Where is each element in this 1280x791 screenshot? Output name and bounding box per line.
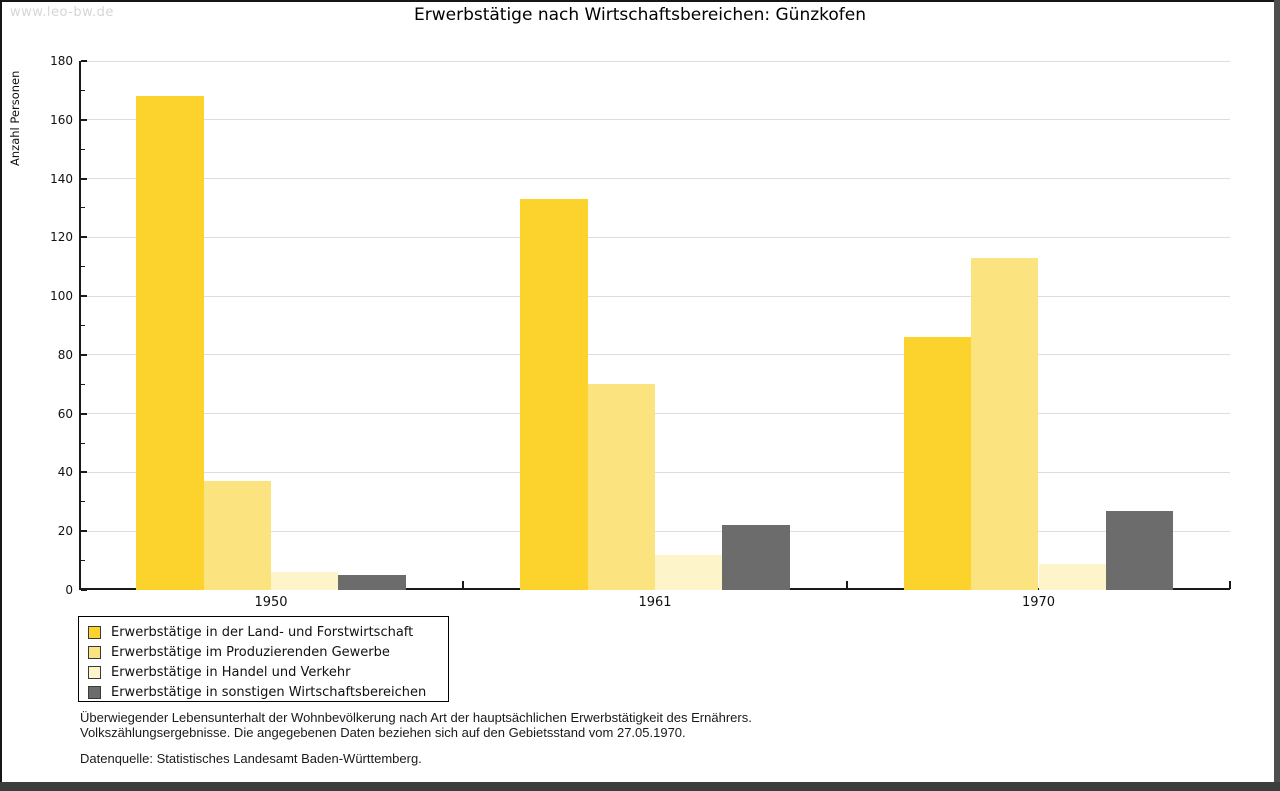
legend-label: Erwerbstätige in Handel und Verkehr: [111, 664, 351, 680]
y-tick-label: 160: [50, 112, 73, 127]
x-axis-label: 1961: [638, 595, 672, 610]
gridline: [81, 530, 1230, 532]
y-minor-tick: [81, 266, 85, 268]
legend-item: Erwerbstätige im Produzierenden Gewerbe: [79, 642, 448, 662]
y-tick-label: 180: [50, 54, 73, 68]
legend-item: Erwerbstätige in der Land- und Forstwirt…: [79, 622, 448, 642]
bar: [971, 257, 1039, 590]
y-tick: [81, 589, 87, 591]
y-minor-tick: [81, 560, 85, 562]
y-minor-tick: [81, 325, 85, 326]
bar: [203, 481, 271, 590]
y-tick-label: 40: [57, 465, 73, 480]
frame-border-left: [0, 0, 2, 791]
frame-border-top: [0, 0, 1280, 2]
legend: Erwerbstätige in der Land- und Forstwirt…: [78, 616, 449, 702]
frame-border-bottom: [0, 782, 1280, 791]
gridline: [81, 471, 1230, 473]
gridline: [81, 178, 1230, 180]
legend-label: Erwerbstätige in sonstigen Wirtschaftsbe…: [111, 684, 427, 700]
y-tick: [81, 530, 87, 533]
y-minor-tick: [81, 383, 85, 385]
y-minor-tick: [81, 207, 85, 209]
y-tick: [81, 118, 87, 121]
bar: [271, 572, 339, 590]
y-tick-label: 20: [57, 524, 73, 539]
y-axis-title: Anzahl Personen: [8, 70, 22, 166]
y-tick: [81, 295, 87, 298]
y-tick-label: 60: [57, 406, 73, 421]
legend-swatch-sonstige: [88, 685, 101, 699]
gridline: [81, 413, 1230, 415]
y-minor-tick: [81, 442, 85, 444]
y-tick-label: 100: [50, 289, 73, 304]
x-tick: [462, 581, 464, 589]
bar: [338, 575, 406, 590]
legend-swatch-handel-verkehr: [88, 665, 101, 679]
gridline: [81, 295, 1230, 297]
footnote: Überwiegender Lebensunterhalt der Wohnbe…: [80, 710, 752, 740]
gridline: [81, 119, 1230, 121]
x-tick: [846, 581, 848, 589]
footnote-line: Überwiegender Lebensunterhalt der Wohnbe…: [80, 710, 752, 725]
gridline: [81, 236, 1230, 238]
bar: [520, 199, 588, 590]
bar: [136, 96, 204, 590]
legend-label: Erwerbstätige im Produzierenden Gewerbe: [111, 644, 390, 660]
bar: [655, 554, 723, 590]
gridline: [81, 354, 1230, 356]
bar: [587, 384, 655, 590]
y-tick: [81, 412, 87, 415]
legend-swatch-land-forstwirtschaft: [88, 625, 101, 639]
legend-label: Erwerbstätige in der Land- und Forstwirt…: [111, 624, 414, 640]
gridline: [81, 60, 1230, 62]
footnote-line: Volkszählungsergebnisse. Die angegebenen…: [80, 724, 686, 740]
y-tick: [81, 236, 87, 239]
x-axis-label: 1950: [254, 595, 288, 610]
x-tick: [1229, 581, 1231, 589]
y-tick-label: 140: [50, 171, 73, 186]
y-tick: [81, 60, 87, 62]
x-axis-label: 1970: [1021, 595, 1056, 610]
y-tick-label: 80: [57, 347, 73, 362]
bar: [903, 337, 972, 590]
frame-border-right: [1274, 0, 1280, 791]
legend-swatch-produzierendes-gewerbe: [88, 645, 101, 659]
y-minor-tick: [81, 501, 85, 503]
bar: [1038, 563, 1106, 590]
y-tick: [81, 353, 87, 356]
y-tick: [81, 177, 87, 180]
watermark: www.leo-bw.de: [10, 5, 114, 20]
y-axis-line: [79, 61, 81, 590]
y-minor-tick: [81, 89, 85, 91]
bar: [1105, 510, 1174, 590]
y-tick-label: 120: [50, 230, 73, 245]
y-minor-tick: [81, 148, 85, 150]
y-tick: [81, 471, 87, 474]
legend-item: Erwerbstätige in sonstigen Wirtschaftsbe…: [79, 682, 448, 702]
page-title: Erwerbstätige nach Wirtschaftsbereichen:…: [413, 5, 867, 25]
bar: [722, 525, 790, 590]
legend-item: Erwerbstätige in Handel und Verkehr: [79, 662, 448, 682]
data-source: Datenquelle: Statistisches Landesamt Bad…: [80, 751, 422, 766]
y-tick-label: 0: [65, 583, 73, 597]
